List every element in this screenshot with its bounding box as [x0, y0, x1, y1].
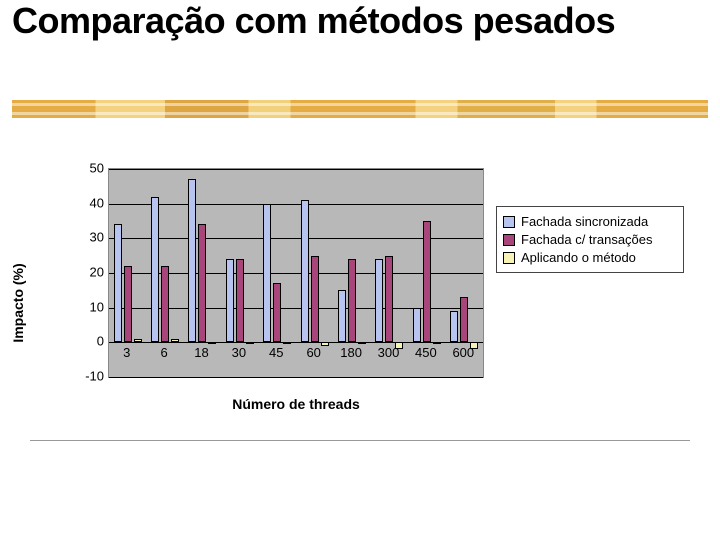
bar [246, 342, 254, 344]
bar [301, 200, 309, 342]
slide: Comparação com métodos pesados Impacto (… [0, 0, 720, 540]
bar [283, 342, 291, 344]
x-tick-label: 450 [407, 345, 444, 360]
x-tick-label: 30 [220, 345, 257, 360]
legend-label: Fachada c/ transações [521, 232, 653, 247]
bar [188, 179, 196, 342]
bar [375, 259, 383, 342]
legend-label: Aplicando o método [521, 250, 636, 265]
bar [114, 224, 122, 342]
legend: Fachada sincronizada Fachada c/ transaçõe… [496, 206, 684, 273]
bar [385, 256, 393, 343]
bar [450, 311, 458, 342]
x-tick-label: 6 [145, 345, 182, 360]
bar [236, 259, 244, 342]
legend-swatch [503, 234, 515, 246]
impact-chart: Impacto (%) Número de threads Fachada si… [30, 158, 690, 448]
bar [460, 297, 468, 342]
bar [171, 339, 179, 342]
y-tick-label: 0 [74, 334, 104, 349]
y-tick-label: 20 [74, 265, 104, 280]
gridline [109, 377, 483, 378]
x-tick-label: 3 [108, 345, 145, 360]
bar [208, 342, 216, 344]
x-tick-label: 18 [183, 345, 220, 360]
bar [124, 266, 132, 342]
legend-item: Fachada c/ transações [503, 232, 677, 247]
bar [161, 266, 169, 342]
title-underline [12, 100, 708, 118]
bar [311, 256, 319, 343]
legend-item: Fachada sincronizada [503, 214, 677, 229]
x-tick-label: 180 [332, 345, 369, 360]
y-tick-label: 30 [74, 230, 104, 245]
legend-swatch [503, 216, 515, 228]
x-axis-label: Número de threads [108, 396, 484, 412]
bar [226, 259, 234, 342]
x-tick-label: 60 [295, 345, 332, 360]
legend-item: Aplicando o método [503, 250, 677, 265]
bar [263, 204, 271, 343]
y-tick-label: 10 [74, 299, 104, 314]
y-axis-label: Impacto (%) [10, 263, 26, 342]
y-tick-label: 40 [74, 195, 104, 210]
page-title: Comparação com métodos pesados [12, 2, 708, 40]
bar [433, 342, 441, 344]
legend-swatch [503, 252, 515, 264]
bar [273, 283, 281, 342]
divider [30, 440, 690, 441]
x-tick-label: 45 [258, 345, 295, 360]
bar [413, 308, 421, 343]
bar [198, 224, 206, 342]
y-tick-label: 50 [74, 161, 104, 176]
bar [134, 339, 142, 342]
bar [348, 259, 356, 342]
bar [423, 221, 431, 342]
legend-label: Fachada sincronizada [521, 214, 648, 229]
x-tick-label: 600 [445, 345, 482, 360]
bar [358, 342, 366, 344]
y-tick-label: -10 [74, 369, 104, 384]
bar [338, 290, 346, 342]
bar [151, 197, 159, 343]
x-tick-label: 300 [370, 345, 407, 360]
